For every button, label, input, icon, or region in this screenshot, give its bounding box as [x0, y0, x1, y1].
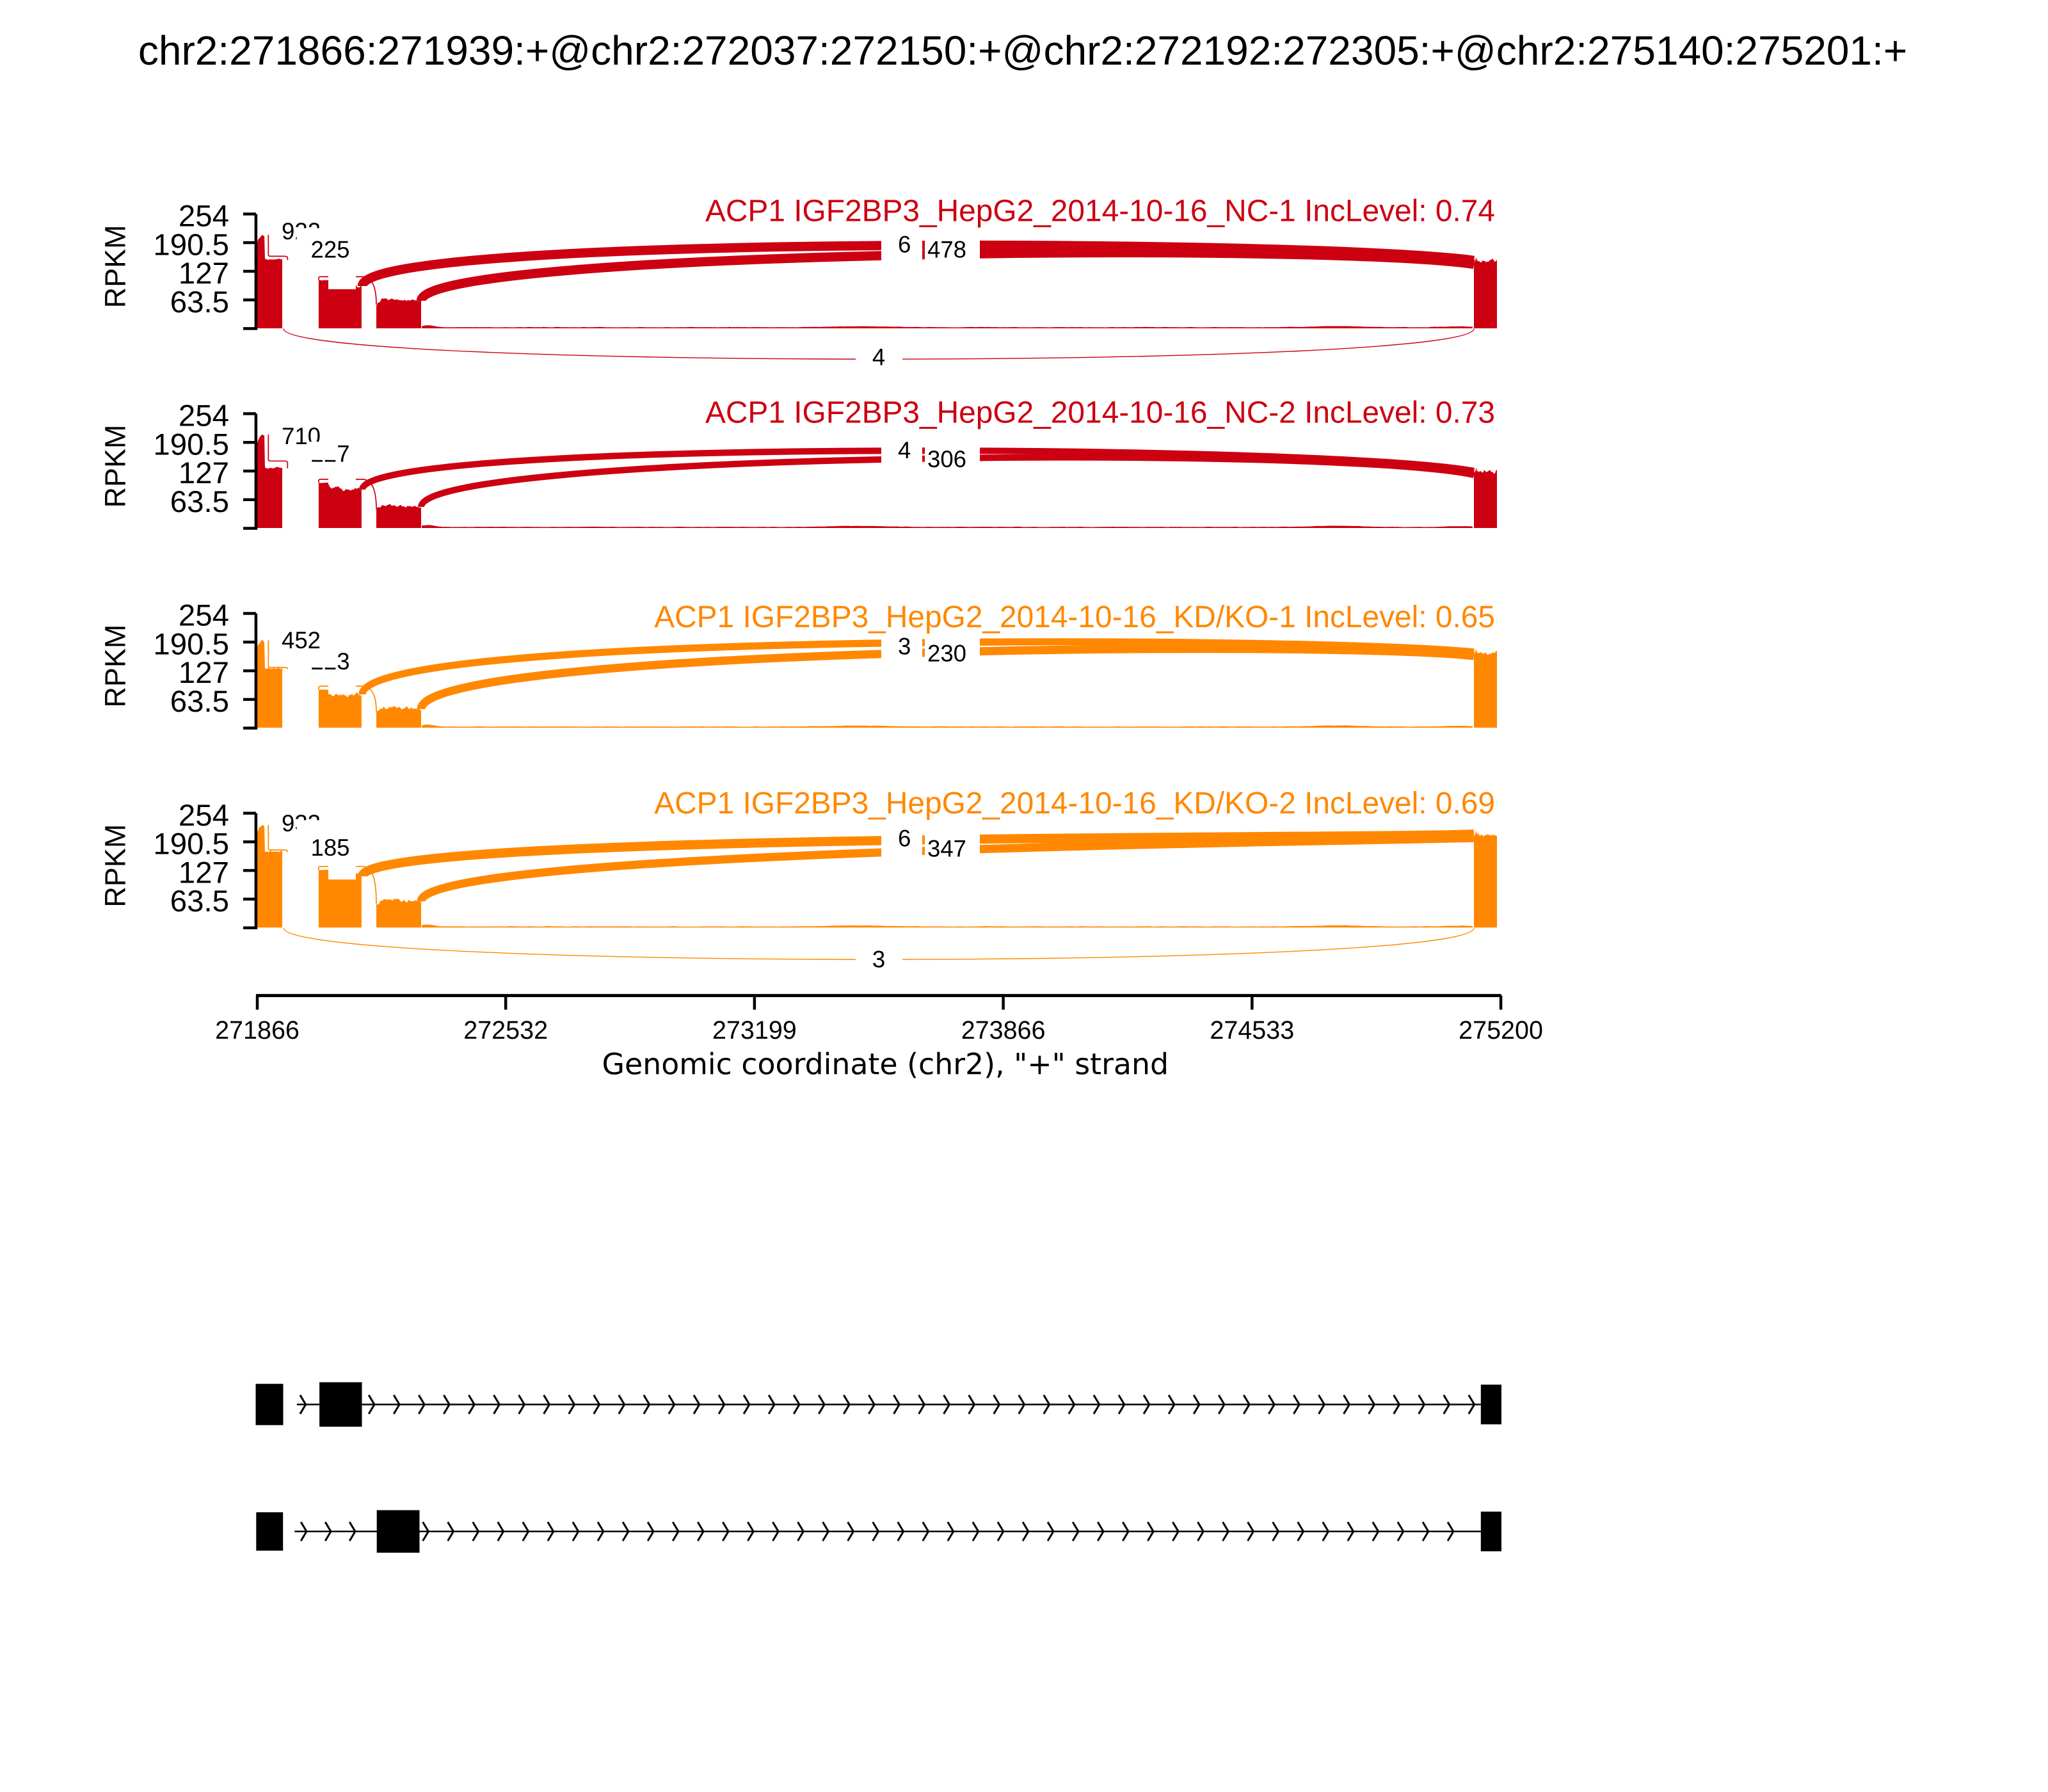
- svg-text:306: 306: [927, 446, 966, 472]
- svg-text:272532: 272532: [463, 1016, 548, 1044]
- svg-text:127: 127: [179, 856, 229, 890]
- svg-text:4: 4: [872, 344, 885, 370]
- svg-text:ACP1 IGF2BP3_HepG2_2014-10-16_: ACP1 IGF2BP3_HepG2_2014-10-16_KD/KO-1 In…: [654, 600, 1495, 634]
- svg-text:254: 254: [179, 399, 229, 433]
- svg-text:254: 254: [179, 599, 229, 633]
- svg-text:3: 3: [337, 648, 349, 675]
- svg-text:225: 225: [311, 236, 350, 262]
- svg-text:273866: 273866: [961, 1016, 1046, 1044]
- svg-text:230: 230: [927, 641, 966, 667]
- svg-text:452: 452: [282, 627, 321, 653]
- svg-text:6: 6: [898, 826, 911, 852]
- svg-text:ACP1 IGF2BP3_HepG2_2014-10-16_: ACP1 IGF2BP3_HepG2_2014-10-16_NC-1 IncLe…: [705, 195, 1495, 228]
- svg-text:254: 254: [179, 200, 229, 234]
- svg-text:7: 7: [337, 441, 349, 467]
- svg-text:3: 3: [898, 633, 911, 659]
- svg-text:185: 185: [311, 835, 350, 861]
- svg-text:ACP1 IGF2BP3_HepG2_2014-10-16_: ACP1 IGF2BP3_HepG2_2014-10-16_NC-2 IncLe…: [705, 396, 1495, 430]
- svg-text:6: 6: [898, 231, 911, 257]
- svg-text:273199: 273199: [712, 1016, 797, 1044]
- svg-text:127: 127: [179, 257, 229, 291]
- svg-text:271866: 271866: [215, 1016, 300, 1044]
- svg-text:63.5: 63.5: [170, 685, 229, 719]
- svg-text:478: 478: [927, 236, 966, 262]
- svg-text:63.5: 63.5: [170, 485, 229, 519]
- svg-text:4: 4: [898, 437, 911, 463]
- svg-text:RPKM: RPKM: [99, 625, 132, 708]
- svg-text:275200: 275200: [1459, 1016, 1543, 1044]
- svg-text:347: 347: [927, 835, 966, 861]
- svg-text:chr2:271866:271939:+@chr2:2720: chr2:271866:271939:+@chr2:272037:272150:…: [138, 28, 1907, 74]
- svg-text:254: 254: [179, 799, 229, 833]
- svg-text:RPKM: RPKM: [99, 225, 132, 308]
- svg-text:274533: 274533: [1210, 1016, 1294, 1044]
- svg-text:63.5: 63.5: [170, 884, 229, 918]
- svg-text:63.5: 63.5: [170, 285, 229, 319]
- svg-text:127: 127: [179, 656, 229, 690]
- svg-text:190.5: 190.5: [153, 428, 229, 461]
- svg-text:RPKM: RPKM: [99, 824, 132, 908]
- svg-text:190.5: 190.5: [153, 627, 229, 661]
- svg-text:190.5: 190.5: [153, 228, 229, 262]
- svg-text:RPKM: RPKM: [99, 424, 132, 508]
- svg-text:127: 127: [179, 456, 229, 490]
- svg-text:ACP1 IGF2BP3_HepG2_2014-10-16_: ACP1 IGF2BP3_HepG2_2014-10-16_KD/KO-2 In…: [654, 787, 1495, 820]
- svg-text:190.5: 190.5: [153, 828, 229, 861]
- svg-text:3: 3: [872, 947, 885, 973]
